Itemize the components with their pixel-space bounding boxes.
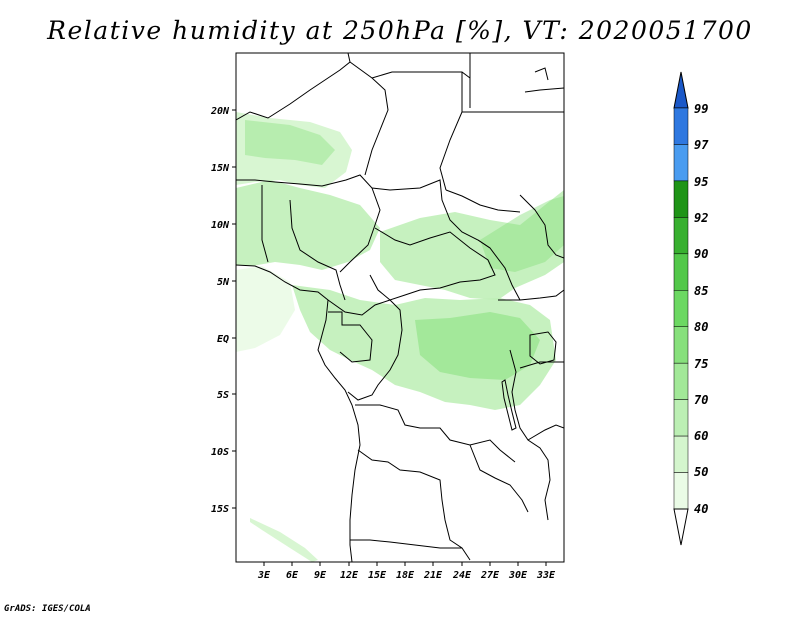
colorbar-segment-9 — [673, 180, 689, 218]
border-libya-west — [349, 61, 389, 176]
colorbar-segment-below-40 — [673, 508, 689, 546]
credit-label: GrADS: IGES/COLA — [4, 604, 91, 614]
border-sahara-north — [236, 53, 351, 121]
border-zambia — [469, 444, 529, 513]
colorbar-label-99: 99 — [694, 102, 708, 116]
humidity-field-sahel-core — [245, 120, 335, 165]
border-niger-chad — [236, 174, 381, 273]
colorbar-label-70: 70 — [694, 393, 708, 407]
border-cameroon-congo — [327, 299, 391, 316]
colorbar: 99 97 95 92 90 85 80 75 70 60 50 40 — [673, 71, 709, 546]
lat-label-15n: 15N — [211, 163, 230, 174]
colorbar-segment-7 — [673, 253, 689, 291]
red-sea-coast — [524, 67, 564, 93]
border-ethiopia — [519, 194, 564, 259]
border-south-sudan — [445, 189, 521, 301]
colorbar-segment-3 — [673, 399, 689, 437]
lon-label-12e: 12E — [340, 570, 359, 581]
border-car — [369, 227, 496, 301]
colorbar-label-80: 80 — [694, 320, 708, 334]
humidity-field-central — [380, 190, 564, 300]
lat-label-10s: 10S — [211, 447, 229, 458]
lon-label-30e: 30E — [508, 570, 528, 581]
colorbar-label-95: 95 — [694, 175, 708, 189]
border-gabon — [328, 311, 373, 363]
colorbar-segment-10 — [673, 144, 689, 182]
colorbar-label-75: 75 — [694, 357, 708, 371]
lat-label-5s: 5S — [217, 390, 229, 401]
border-drc-south — [355, 404, 516, 463]
colorbar-segment-5 — [673, 326, 689, 364]
lon-label-18e: 18E — [396, 570, 415, 581]
colorbar-segment-11 — [673, 107, 689, 145]
lat-label-5n: 5N — [217, 277, 230, 288]
lat-label-eq: EQ — [217, 334, 229, 345]
lon-label-21e: 21E — [423, 570, 443, 581]
humidity-field-northeast — [480, 196, 564, 272]
lon-label-33e: 33E — [536, 570, 556, 581]
colorbar-label-92: 92 — [694, 211, 708, 225]
chart-title: Relative humidity at 250hPa [%], VT: 202… — [47, 16, 753, 45]
lat-label-15s: 15S — [211, 504, 229, 515]
border-libya-south — [371, 71, 471, 79]
lon-label-6e: 6E — [286, 570, 299, 581]
coastline-west — [236, 264, 361, 562]
colorbar-segment-above-99 — [673, 71, 689, 109]
border-angola — [357, 449, 471, 561]
country-borders — [236, 53, 564, 562]
border-uganda-kenya — [498, 289, 564, 301]
colorbar-label-60: 60 — [694, 429, 708, 443]
humidity-field-coast — [236, 266, 295, 352]
colorbar-segment-8 — [673, 217, 689, 255]
colorbar-segment-1 — [673, 472, 689, 510]
colorbar-segment-2 — [673, 435, 689, 473]
border-angola-namibia — [350, 539, 462, 549]
colorbar-label-85: 85 — [694, 284, 708, 298]
lake-tanganyika — [501, 379, 517, 431]
border-chad-sudan — [371, 179, 491, 249]
longitude-axis: 3E 6E 9E 12E 15E 18E 21E 24E 27E 30E 33E — [257, 562, 556, 581]
colorbar-label-90: 90 — [694, 247, 708, 261]
humidity-field-core — [415, 312, 540, 380]
lat-label-20n: 20N — [210, 106, 230, 117]
colorbar-segment-6 — [673, 290, 689, 327]
humidity-field-streak — [250, 518, 318, 562]
humidity-shading — [236, 112, 564, 562]
latitude-axis: 20N 15N 10N 5N EQ 5S 10S 15S — [210, 106, 236, 515]
humidity-field-west — [236, 180, 380, 270]
colorbar-label-40: 40 — [694, 502, 708, 516]
map-frame — [235, 52, 565, 563]
colorbar-label-50: 50 — [694, 465, 708, 479]
border-egypt-sudan — [461, 72, 564, 113]
lat-label-10n: 10N — [211, 220, 230, 231]
lake-victoria — [529, 331, 557, 365]
lon-label-9e: 9E — [314, 570, 327, 581]
lon-label-3e: 3E — [257, 570, 271, 581]
lon-label-24e: 24E — [452, 570, 472, 581]
border-drc-west — [347, 299, 403, 401]
lon-label-15e: 15E — [368, 570, 387, 581]
lon-label-27e: 27E — [480, 570, 500, 581]
colorbar-segment-4 — [673, 362, 689, 400]
colorbar-label-97: 97 — [694, 138, 709, 152]
border-sudan-eastern — [439, 111, 463, 191]
border-nigeria-cameroon — [261, 185, 346, 301]
